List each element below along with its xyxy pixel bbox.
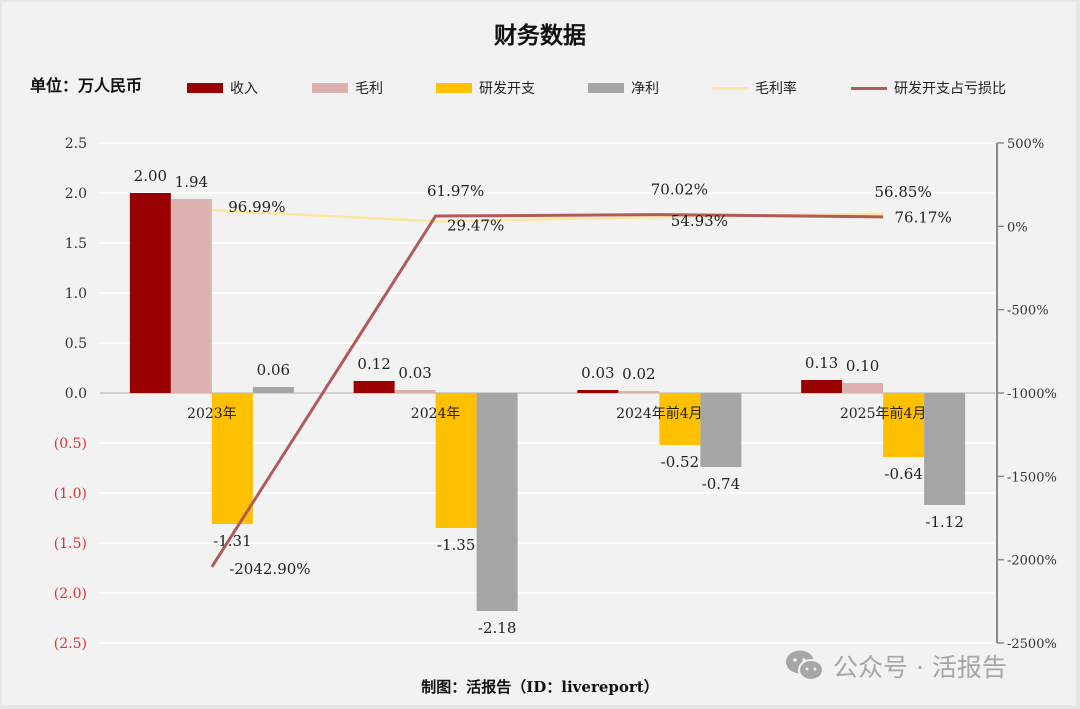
legend-item-rd-loss-ratio: 研发开支占亏损比 [851,78,1006,98]
gross-margin-label: 29.47% [447,216,504,234]
right-axis-tick: -2500% [1007,637,1057,652]
bar-value-label: -2.18 [478,619,516,637]
left-axis-tick: 1.0 [65,286,87,302]
left-axis-tick: 2.5 [65,136,87,152]
right-axis-tick: -1000% [1007,387,1057,402]
bar-value-label: -1.35 [437,536,475,554]
left-axis-tick: 2.0 [65,186,87,202]
category-label: 2024年 [411,406,461,422]
bar [211,393,253,524]
legend-swatch [851,86,887,90]
bar [394,390,436,393]
bar-value-label: -1.31 [213,532,251,550]
bar-value-label: 1.94 [175,173,208,191]
bar-value-label: 0.03 [398,364,431,382]
legend-label: 毛利 [355,81,383,97]
bar [129,193,171,393]
left-axis-tick: (0.5) [54,436,87,452]
legend-swatch [712,86,748,90]
watermark-text: 公众号 · 活报告 [833,653,1007,682]
gross-margin-label: 76.17% [895,209,952,227]
wechat-icon [786,650,824,681]
legend-item-net-profit: 净利 [588,78,659,98]
footer-credit: 制图：活报告（ID：livereport） [421,678,659,696]
legend-swatch [436,83,472,93]
legend-swatch [187,83,223,93]
watermark: 公众号 · 活报告 [785,648,1007,684]
left-axis-tick: 0.0 [65,386,87,402]
gross-margin-label: 96.99% [228,198,285,216]
right-axis-tick: -2000% [1007,554,1057,569]
left-axis-tick: 0.5 [65,336,87,352]
chart-title: 财务数据 [494,22,586,49]
category-label: 2025年前4月 [840,405,927,422]
legend-label: 研发开支 [479,81,535,97]
bar [476,393,518,611]
rd-loss-ratio-label: -2042.90% [229,560,310,578]
legend-label: 毛利率 [755,81,797,97]
bar [700,393,742,467]
gross-margin-label: 54.93% [671,212,728,230]
legend-label: 收入 [230,81,258,97]
legend-item-rd-expense: 研发开支 [436,78,535,98]
category-label: 2024年前4月 [616,405,703,422]
bar [659,393,701,445]
right-axis-tick: -500% [1007,304,1049,319]
bar-value-label: 0.12 [357,355,390,373]
rd-loss-ratio-label: 56.85% [875,183,932,201]
bar-value-label: -0.52 [661,453,699,471]
category-label: 2023年 [187,406,237,422]
bar [252,387,294,393]
bar [435,393,477,528]
rd-loss-ratio-label: 70.02% [651,181,708,199]
bar-value-label: 0.06 [257,361,290,379]
rd-loss-ratio-label: 61.97% [427,182,484,200]
bar-value-label: -1.12 [925,513,963,531]
bar-value-label: 2.00 [134,167,167,185]
left-axis-tick: 1.5 [65,236,87,252]
bar-value-label: -0.64 [884,465,922,483]
bar-value-label: -0.74 [702,475,740,493]
legend-item-gross-profit: 毛利 [312,78,383,98]
bar [618,391,660,393]
bar-value-label: 0.10 [846,357,879,375]
left-axis-tick: (1.0) [54,486,87,502]
left-axis-tick: (1.5) [54,536,87,552]
left-axis-tick: (2.0) [54,586,87,602]
legend-label: 净利 [631,81,659,97]
bar [842,383,884,393]
bar-value-label: 0.02 [622,365,655,383]
bar [883,393,925,457]
bar [924,393,966,505]
bar-value-label: 0.03 [581,364,614,382]
legend-label: 研发开支占亏损比 [894,81,1006,97]
bar-value-label: 0.13 [805,354,838,372]
unit-label: 单位：万人民币 [30,76,143,95]
bar [353,381,395,393]
right-axis-tick: 500% [1007,137,1044,152]
legend-item-gross-margin: 毛利率 [712,78,797,98]
bar [577,390,619,393]
right-axis-tick: -1500% [1007,470,1057,485]
right-axis-tick: 0% [1007,220,1028,235]
legend-swatch [312,83,348,93]
rd-loss-ratio-line [210,213,884,568]
legend-item-revenue: 收入 [187,78,258,98]
legend-swatch [588,83,624,93]
bar [170,199,212,393]
bar [801,380,843,393]
left-axis-tick: (2.5) [54,636,87,652]
